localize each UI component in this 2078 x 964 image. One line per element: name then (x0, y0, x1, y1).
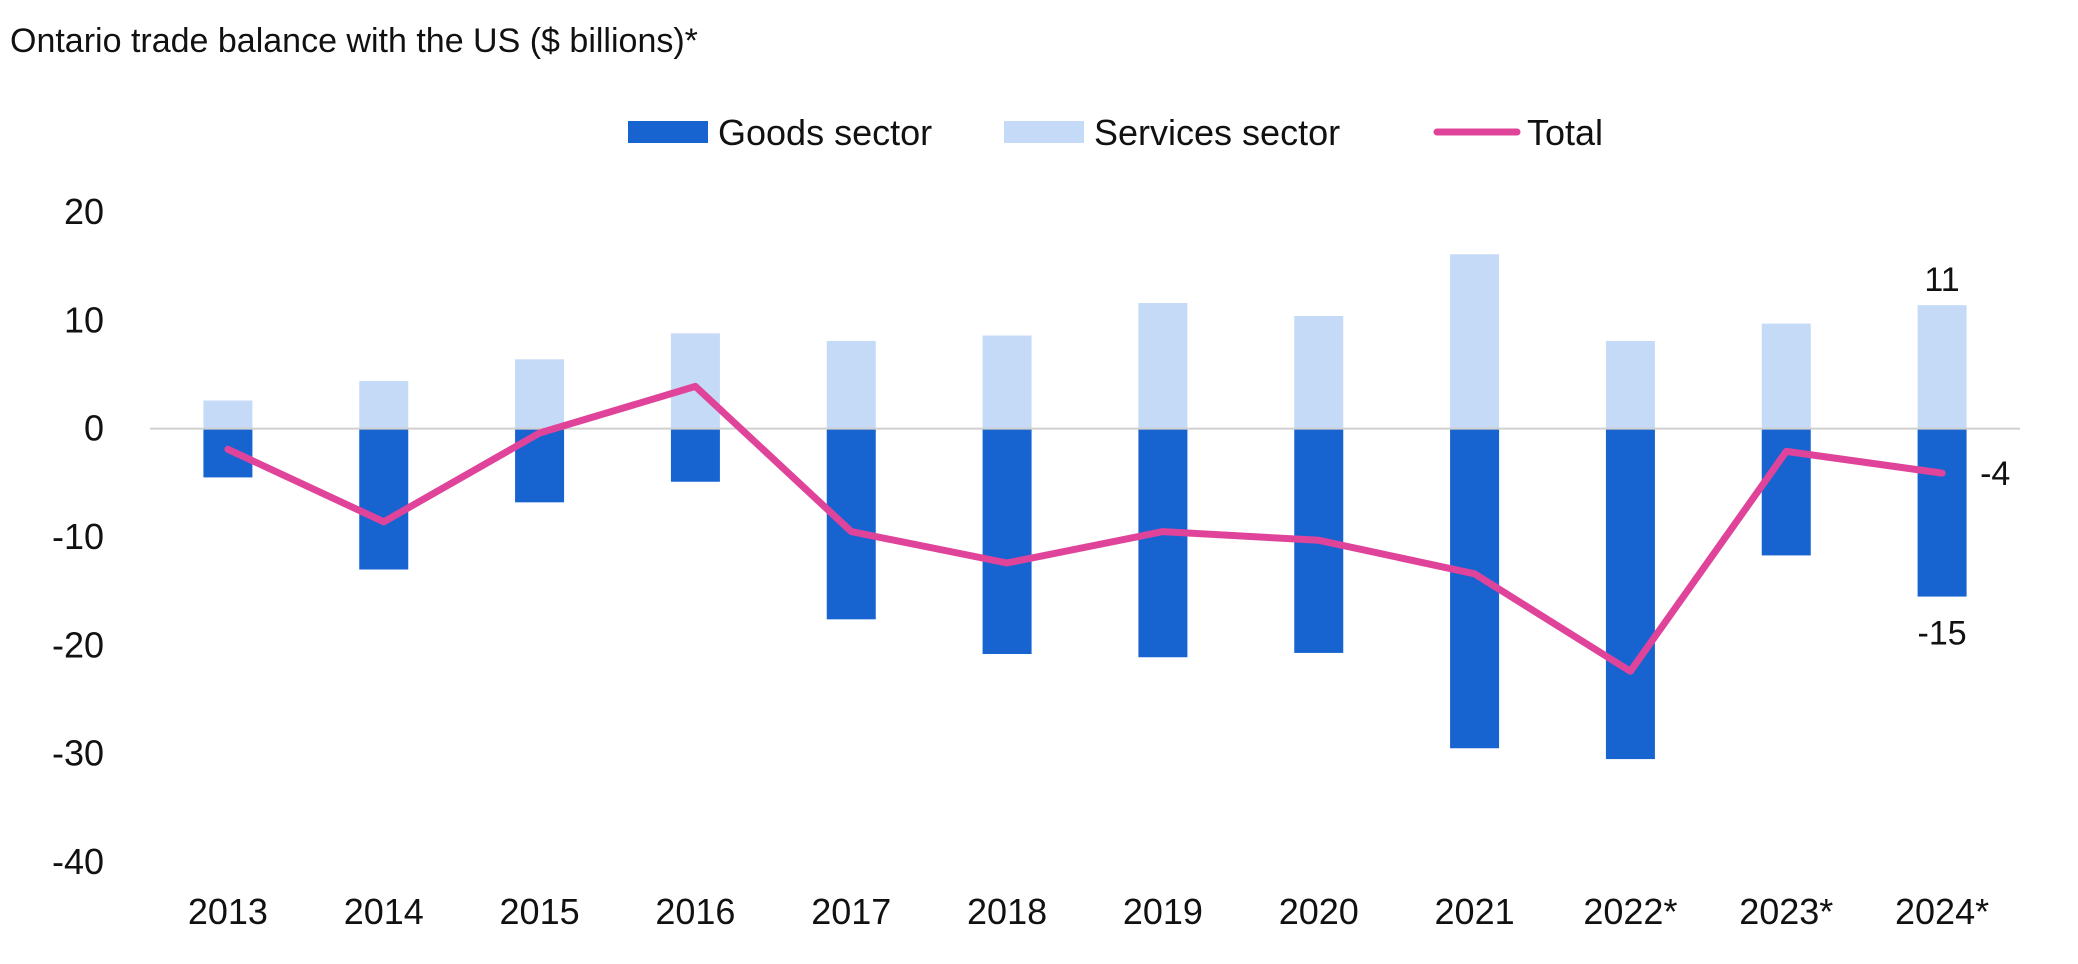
x-tick-label: 2015 (500, 891, 580, 932)
bar-services-sector-2018 (982, 335, 1032, 429)
bar-services-sector-2014 (359, 381, 409, 429)
data-label-total: -4 (1980, 455, 2010, 493)
legend-swatch-goods-sector (628, 121, 708, 143)
legend-label-total: Total (1527, 112, 1603, 153)
x-tick-label: 2013 (188, 891, 268, 932)
bar-services-sector-2022 (1605, 340, 1655, 429)
x-tick-label: 2016 (655, 891, 735, 932)
bar-goods-sector-2019 (1138, 428, 1188, 658)
legend-swatch-services-sector (1004, 121, 1084, 143)
x-tick-label: 2021 (1435, 891, 1515, 932)
bar-services-sector-2021 (1450, 254, 1500, 429)
legend-label-goods-sector: Goods sector (718, 112, 932, 153)
bar-goods-sector-2021 (1450, 428, 1500, 749)
bar-goods-sector-2014 (359, 428, 409, 570)
data-label-services-sector: 11 (1924, 261, 1959, 299)
total-line-series (224, 382, 1946, 675)
legend-label-services-sector: Services sector (1094, 112, 1340, 153)
bar-services-sector-2013 (203, 400, 253, 429)
y-tick-label: -30 (52, 733, 104, 774)
line-total (224, 382, 1946, 675)
y-tick-label: 20 (64, 191, 104, 232)
data-labels: 11 -4 -15 (1918, 261, 2011, 652)
x-tick-label: 2022* (1583, 891, 1677, 932)
x-tick-label: 2017 (811, 891, 891, 932)
legend-item-total: Total (1433, 112, 1603, 153)
x-tick-label: 2024* (1895, 891, 1989, 932)
y-tick-label: 0 (84, 408, 104, 449)
bars (203, 254, 1967, 760)
legend-item-goods-sector: Goods sector (628, 112, 932, 153)
bar-services-sector-2015 (515, 359, 565, 429)
bar-goods-sector-2018 (982, 428, 1032, 654)
bar-services-sector-2019 (1138, 303, 1188, 429)
y-tick-label: 10 (64, 299, 104, 340)
bar-goods-sector-2022 (1605, 428, 1655, 760)
bar-services-sector-2017 (826, 340, 876, 429)
x-tick-label: 2014 (344, 891, 424, 932)
bar-goods-sector-2017 (826, 428, 876, 620)
x-axis: 2013 2014 2015 2016 2017 2018 2019 2020 2021 2022… (188, 891, 1989, 932)
bar-goods-sector-2016 (670, 428, 720, 482)
bar-services-sector-2024 (1917, 305, 1967, 429)
legend: Goods sector Services sector Total (628, 112, 1603, 153)
bar-goods-sector-2023 (1761, 428, 1811, 556)
chart-title: Ontario trade balance with the US ($ bil… (10, 22, 698, 60)
bar-services-sector-2016 (670, 333, 720, 429)
bar-goods-sector-2024 (1917, 428, 1967, 597)
y-tick-label: -40 (52, 841, 104, 882)
x-tick-label: 2023* (1739, 891, 1833, 932)
y-tick-label: -20 (52, 624, 104, 665)
x-tick-label: 2019 (1123, 891, 1203, 932)
x-tick-label: 2018 (967, 891, 1047, 932)
legend-item-services-sector: Services sector (1004, 112, 1340, 153)
bar-services-sector-2023 (1761, 323, 1811, 429)
data-label-goods-sector: -15 (1918, 615, 1967, 653)
x-tick-label: 2020 (1279, 891, 1359, 932)
y-axis: 20 10 0 -10 -20 -30 -40 (52, 191, 104, 882)
y-tick-label: -10 (52, 516, 104, 557)
bar-services-sector-2020 (1294, 316, 1344, 429)
